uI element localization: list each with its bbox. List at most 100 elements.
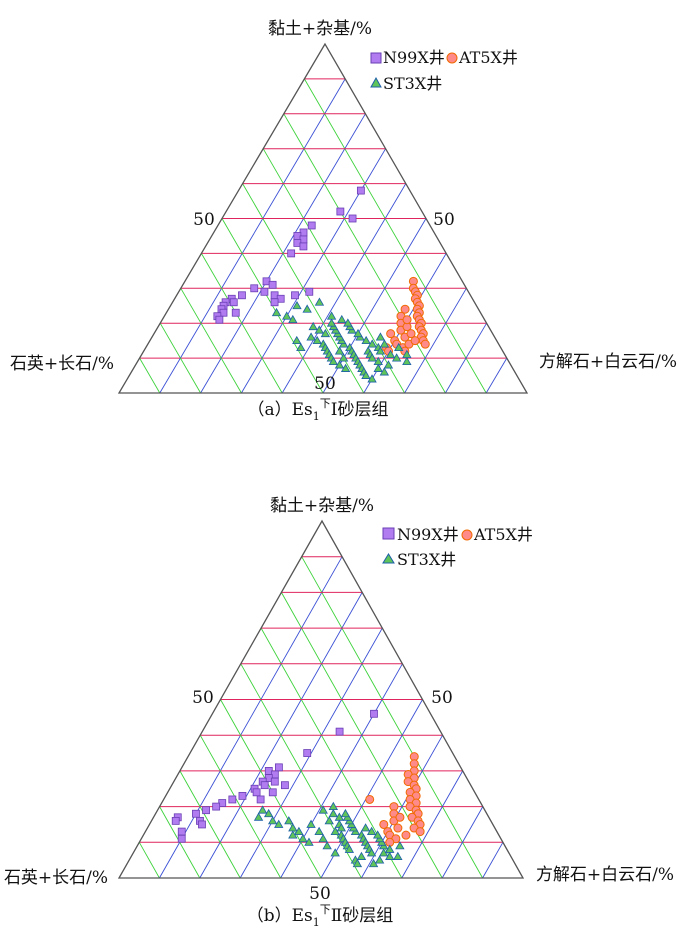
- st3x-point: [263, 808, 274, 818]
- st3x-point: [253, 812, 264, 821]
- st3x-point: [308, 321, 318, 331]
- st3x-point: [288, 823, 298, 832]
- grid-line-quartz: [301, 556, 483, 879]
- n99x-point: [198, 820, 206, 829]
- panel-b-tick-left-50: 50: [192, 688, 214, 708]
- st3x-point: [267, 816, 278, 825]
- panel-a-apex-top-label: 黏土+杂基/%: [268, 19, 372, 39]
- panel-a-tick-right-50: 50: [433, 210, 455, 230]
- n99x-point: [238, 291, 246, 300]
- at5x-point: [365, 794, 375, 804]
- st3x-point: [367, 353, 377, 362]
- panel-b-apex-right-label: 方解石+白云石/%: [536, 865, 674, 885]
- st3x-point: [320, 328, 331, 338]
- st3x-point: [334, 360, 345, 369]
- st3x-point: [344, 844, 355, 853]
- legend-at5x-circle-marker: [446, 52, 458, 64]
- legend-at5x-label: AT5X井: [458, 48, 518, 67]
- st3x-point: [314, 297, 325, 306]
- st3x-point: [385, 851, 395, 860]
- legend-st3x-label: ST3X井: [383, 74, 442, 93]
- st3x-point: [328, 808, 338, 818]
- n99x-point: [171, 816, 180, 825]
- n99x-point: [268, 788, 277, 797]
- st3x-point: [292, 300, 302, 310]
- panel-b-triangle-outline: [117, 519, 525, 879]
- st3x-point: [361, 370, 371, 379]
- panel-b-tick-bottom-50: 50: [309, 884, 331, 904]
- legend-st3x-triangle-marker: [370, 76, 382, 88]
- n99x-point: [305, 287, 314, 296]
- st3x-point: [330, 848, 340, 857]
- grid-line-quartz: [138, 842, 160, 879]
- legend-at5x-circle-marker: [461, 529, 473, 541]
- at5x-point: [393, 823, 403, 833]
- n99x-point: [192, 809, 200, 818]
- panel-a: 黏土+杂基/% 石英+长石/% 方解石+白云石/% 50 50 50 N99X井…: [10, 19, 677, 423]
- n99x-point: [250, 284, 259, 293]
- st3x-point: [379, 367, 390, 376]
- st3x-point: [304, 837, 314, 846]
- st3x-point: [318, 833, 328, 843]
- panel-a-tick-left-50: 50: [193, 210, 215, 230]
- at5x-point: [400, 304, 410, 314]
- at5x-point: [406, 329, 416, 339]
- st3x-point: [360, 823, 371, 832]
- st3x-point: [257, 805, 268, 814]
- st3x-point: [326, 318, 337, 327]
- panel-b-apex-top-label: 黏土+杂基/%: [270, 496, 374, 516]
- st3x-point: [322, 841, 332, 850]
- n99x-point: [260, 781, 269, 790]
- st3x-point: [284, 816, 294, 825]
- n99x-point: [212, 802, 221, 811]
- st3x-point: [338, 353, 349, 362]
- n99x-point: [287, 249, 296, 258]
- n99x-point: [335, 727, 344, 736]
- n99x-point: [252, 788, 261, 797]
- grid-line-quartz: [262, 148, 405, 394]
- n99x-point: [291, 291, 299, 300]
- n99x-point: [202, 806, 210, 815]
- grid-line-carbonate: [320, 699, 423, 879]
- st3x-point: [314, 325, 324, 334]
- st3x-point: [274, 819, 284, 828]
- at5x-point: [395, 812, 405, 822]
- panel-a-points: [213, 186, 430, 383]
- panel-b-grid: [138, 556, 504, 879]
- grid-line-carbonate: [239, 627, 383, 879]
- grid-line-carbonate: [482, 842, 504, 879]
- st3x-point: [306, 332, 316, 341]
- panel-a-caption: （a）Es1下Ⅰ砂层组: [248, 397, 389, 423]
- st3x-point: [375, 332, 386, 341]
- st3x-point: [296, 342, 306, 352]
- st3x-point: [326, 311, 337, 320]
- st3x-point: [271, 307, 282, 317]
- grid-line-carbonate: [159, 78, 346, 394]
- grid-line-carbonate: [441, 806, 484, 879]
- legend-at5x-label: AT5X井: [473, 525, 533, 544]
- panel-b-caption: （b）Es1下Ⅱ砂层组: [247, 903, 394, 929]
- panel-b-legend: N99X井 AT5X井 ST3X井: [382, 525, 533, 569]
- n99x-point: [231, 308, 240, 317]
- n99x-point: [268, 280, 277, 289]
- grid-line-quartz: [199, 734, 281, 879]
- n99x-point: [177, 827, 186, 836]
- st3x-point: [294, 826, 304, 835]
- st3x-point: [340, 808, 351, 818]
- panel-b-tick-right-50: 50: [431, 688, 453, 708]
- n99x-point: [270, 298, 279, 307]
- st3x-point: [402, 349, 412, 359]
- at5x-point: [401, 830, 411, 840]
- grid-line-quartz: [180, 288, 242, 394]
- st3x-point: [340, 363, 351, 372]
- st3x-point: [306, 819, 316, 828]
- st3x-point: [395, 841, 405, 850]
- panel-a-tick-bottom-50: 50: [314, 374, 336, 394]
- legend-st3x-label: ST3X井: [397, 550, 456, 569]
- panel-a-apex-left-label: 石英+长石/%: [10, 354, 114, 374]
- st3x-point: [343, 318, 353, 327]
- st3x-point: [375, 346, 386, 355]
- n99x-point: [299, 242, 308, 251]
- at5x-point: [415, 827, 425, 837]
- panel-b-points: [171, 709, 425, 868]
